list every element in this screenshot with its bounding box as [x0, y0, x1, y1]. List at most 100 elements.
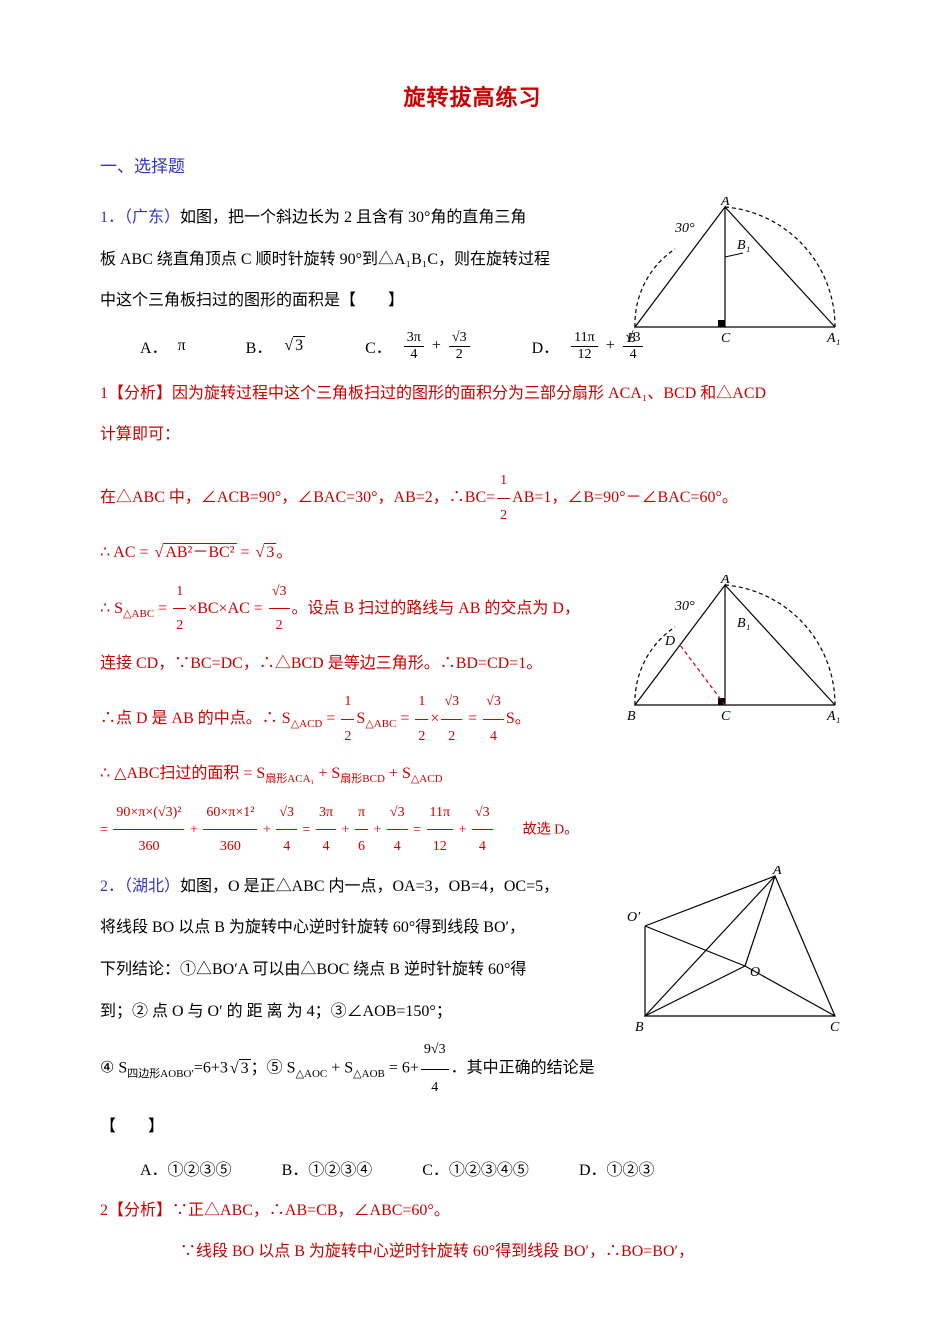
a1-p5c: ×BC×AC = [188, 599, 267, 616]
n: 3π [316, 796, 336, 831]
n: 1 [415, 685, 428, 720]
analysis-1: 1【分析】因为旋转过程中这个三角板扫过的图形的面积分为三部分扇形 ACA₁、BC… [100, 373, 845, 456]
a1-p7s2: △ABC [365, 718, 396, 730]
n: 11π [427, 796, 454, 831]
t: + [186, 822, 201, 837]
q2-optC: C．①②③④⑤ [422, 1156, 529, 1180]
q1-optD-n2: √3 [623, 330, 644, 347]
a2-p1: ∵正△ABC，∴AB=CB，∠ABC=60°。 [172, 1202, 450, 1219]
q1-optD-plus: + [606, 337, 615, 355]
analysis-2: 2【分析】∵正△ABC，∴AB=CB，∠ABC=60°。 ∵线段 BO 以点 B… [100, 1190, 845, 1273]
fig3-C: C [830, 1020, 840, 1035]
q1-optB-letter: B． [246, 334, 273, 358]
s: 四边形AOBO′ [127, 1068, 194, 1080]
a1-p4e: 。 [276, 544, 292, 561]
q1-optD-d1: 12 [571, 347, 598, 363]
a1-p3: 在△ABC 中，∠ACB=90°，∠BAC=30°，AB=2，∴BC=12AB=… [100, 464, 845, 532]
q1-optC-n2: √3 [449, 330, 470, 347]
q1-optC: C． 3π4 + √32 [365, 330, 471, 363]
a2-label: 2【分析】 [100, 1202, 172, 1219]
q1-number: 1． [100, 209, 124, 226]
q1-optD-n1: 11π [571, 330, 598, 347]
q1-optC-d1: 4 [404, 347, 424, 363]
q1-optD: D． 11π12 + √34 [532, 330, 646, 363]
a1-p7d: = [396, 710, 413, 727]
q2-optB: B．①②③④ [282, 1156, 373, 1180]
a1-p8: ∴ △ABC扫过的面积 = S扇形ACA₁ + S扇形BCD + S△ACD [100, 755, 845, 793]
q1-optA-val: π [178, 337, 186, 355]
q1-optB: B． 3 [246, 330, 305, 363]
t: ；⑤ S [251, 1060, 296, 1077]
fig2-B1: B₁ [737, 616, 750, 631]
fig2-B: B [627, 709, 636, 724]
fig2-C: C [721, 709, 731, 724]
q1-optD-d2: 4 [623, 347, 644, 363]
a1-p7s1: △ACD [291, 718, 323, 730]
q1-optA: A． π [140, 330, 186, 363]
q1-optD-letter: D． [532, 334, 560, 358]
fig1-label-angle: 30° [674, 221, 695, 236]
d: 2 [415, 720, 428, 754]
doc-title: 旋转拔高练习 [100, 80, 845, 112]
a1-p5b: = [154, 599, 171, 616]
t: + [455, 822, 470, 837]
a1-p1: 因为旋转过程中这个三角板扫过的图形的面积分为三部分扇形 ACA₁、BCD 和△A… [172, 385, 766, 402]
q2-options: A．①②③⑤ B．①②③④ C．①②③④⑤ D．①②③ [140, 1156, 845, 1180]
a1-p5a: ∴ S [100, 599, 123, 616]
fig1-label-C: C [721, 331, 731, 346]
n: √3 [483, 685, 504, 720]
d: 2 [341, 720, 354, 754]
q1-province: （广东） [124, 209, 180, 226]
fig2-D: D [664, 634, 675, 649]
a1-p7a: ∴点 D 是 AB 的中点。∴ S [100, 710, 291, 727]
q1-line3: 中这个三角板扫过的图形的面积是【 】 [100, 292, 404, 309]
n: 9√3 [421, 1032, 449, 1069]
page: 旋转拔高练习 一、选择题 A B C A₁ B₁ 30° 1．（广东）如图，把一… [0, 0, 945, 1337]
d: 360 [203, 830, 257, 864]
a1-p4r1: AB²－BC² [163, 543, 236, 561]
n: 60×π×1² [203, 796, 257, 831]
q1-optC-letter: C． [365, 334, 392, 358]
s: 扇形ACA₁ [265, 774, 314, 786]
a1-p5d-txt: 。设点 B 扫过的路线与 AB 的交点为 D， [292, 599, 580, 616]
a1-p3b: AB=1，∠B=90°－∠BAC=60°。 [512, 489, 738, 506]
q2-l4: 到；② 点 O 与 O′ 的 距 离 为 4；③∠AOB=150°； [100, 1003, 452, 1020]
s: 扇形BCD [340, 774, 385, 786]
a1-p4: ∴ AC = AB²－BC² = 3。 [100, 534, 845, 572]
fig2-A1: A₁ [826, 709, 840, 724]
fig1-label-A1: A₁ [826, 331, 840, 346]
d: 4 [421, 1070, 449, 1106]
a1-p7b: = [322, 710, 339, 727]
q1-optB-val: 3 [293, 336, 305, 354]
a1-p4r2: 3 [264, 543, 276, 561]
t: = [410, 822, 425, 837]
a1-p3d: 2 [497, 499, 510, 533]
d: 6 [355, 830, 368, 864]
q1-optC-n1: 3π [404, 330, 424, 347]
a1-p5n1: 1 [173, 575, 186, 610]
d: 4 [472, 830, 493, 864]
a1-p7g: S。 [506, 710, 531, 727]
fig3-O: O [750, 965, 760, 980]
d: 4 [276, 830, 297, 864]
q2-optD: D．①②③ [579, 1156, 655, 1180]
a1-p3n: 1 [497, 464, 510, 499]
q1-optC-d2: 2 [449, 347, 470, 363]
n: √3 [472, 796, 493, 831]
n: √3 [441, 685, 462, 720]
t: + [338, 822, 353, 837]
t: + S [327, 1060, 353, 1077]
a1-p7e: × [430, 710, 439, 727]
d: 12 [427, 830, 454, 864]
a1-p4a: ∴ AC = [100, 544, 153, 561]
fig1-label-A: A [720, 197, 730, 209]
a1-p5n2: √3 [269, 575, 290, 610]
a1-p7f: = [464, 710, 481, 727]
q2-province: （湖北） [124, 878, 180, 895]
a1-p7c: S [356, 710, 365, 727]
a1-p5s1: △ABC [123, 608, 154, 620]
s: △AOB [353, 1068, 385, 1080]
t: 故选 D。 [495, 822, 579, 837]
s: △AOC [296, 1068, 328, 1080]
a1-p8b: + S [314, 765, 340, 782]
